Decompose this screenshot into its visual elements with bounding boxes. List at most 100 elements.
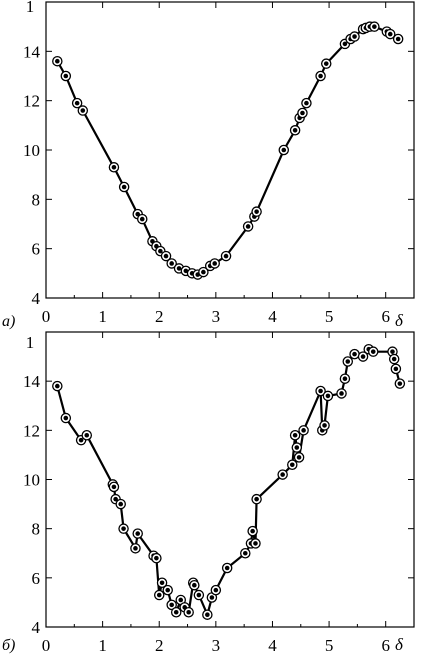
data-point — [166, 258, 177, 269]
data-point — [369, 21, 380, 32]
data-point — [52, 55, 63, 67]
x-tick-label: 3 — [212, 307, 221, 326]
data-point — [250, 538, 261, 549]
data-point — [367, 346, 379, 357]
data-point — [390, 363, 402, 375]
data-point — [357, 351, 369, 362]
data-point — [202, 609, 213, 620]
data-point — [301, 97, 312, 109]
data-point — [151, 552, 162, 564]
data-point — [108, 481, 120, 493]
series-line — [56, 25, 399, 276]
data-point — [291, 442, 303, 453]
data-point — [71, 97, 83, 109]
data-point — [115, 498, 126, 510]
x-tick-label: 4 — [268, 307, 277, 326]
data-point — [162, 584, 173, 596]
y-axis-label: 1 — [26, 0, 35, 16]
data-point — [221, 562, 233, 574]
plot-frame — [45, 331, 415, 628]
data-point — [209, 258, 220, 269]
y-tick-label: 14 — [23, 42, 41, 61]
data-point — [339, 373, 351, 384]
x-tick-label: 4 — [268, 636, 277, 655]
data-point — [193, 589, 205, 601]
data-point — [289, 125, 301, 136]
data-point — [108, 162, 120, 173]
x-tick-label: 3 — [212, 636, 221, 655]
y-tick-label: 4 — [32, 618, 41, 637]
data-point — [251, 493, 262, 505]
x-tick-label: 6 — [381, 307, 390, 326]
x-tick-label: 1 — [98, 636, 107, 655]
data-point — [81, 429, 93, 441]
data-point — [388, 353, 400, 365]
data-point — [287, 459, 298, 470]
data-point — [394, 378, 406, 389]
data-point — [298, 425, 309, 436]
y-tick-label: 14 — [23, 372, 41, 391]
y-tick-label: 12 — [23, 421, 40, 440]
data-point — [132, 528, 143, 539]
data-point — [60, 412, 72, 424]
y-tick-label: 8 — [32, 520, 41, 539]
data-point — [156, 577, 168, 589]
data-point — [210, 584, 222, 596]
data-point — [130, 543, 141, 554]
data-point — [384, 28, 396, 40]
panel-label: б) — [2, 637, 15, 654]
x-axis-label: δ — [395, 311, 404, 330]
panel-label: a) — [2, 313, 15, 330]
data-point — [278, 144, 290, 156]
x-tick-label: 0 — [42, 636, 51, 655]
data-point — [52, 380, 63, 392]
data-point — [322, 390, 334, 402]
data-point — [320, 58, 332, 69]
y-tick-label: 6 — [32, 240, 41, 259]
data-point — [242, 221, 254, 232]
data-point — [342, 356, 354, 367]
data-point — [293, 452, 305, 463]
x-tick-label: 0 — [42, 307, 51, 326]
data-point — [153, 589, 165, 601]
data-point — [170, 607, 182, 618]
x-tick-label: 1 — [98, 307, 107, 326]
y-tick-label: 10 — [23, 471, 40, 490]
data-point — [319, 420, 330, 431]
y-tick-label: 8 — [32, 190, 41, 209]
data-point — [277, 469, 288, 480]
data-point — [315, 70, 326, 82]
data-point — [77, 105, 89, 116]
x-axis-label: δ — [395, 635, 404, 654]
x-tick-label: 5 — [325, 636, 334, 655]
data-point — [336, 388, 347, 399]
data-point — [240, 548, 251, 559]
x-tick-label: 2 — [155, 307, 164, 326]
data-point — [251, 206, 262, 217]
x-tick-label: 5 — [325, 307, 334, 326]
x-tick-label: 6 — [381, 636, 390, 655]
data-point — [166, 599, 177, 611]
data-point — [297, 107, 308, 119]
data-point — [220, 250, 232, 262]
data-point — [315, 385, 326, 397]
y-tick-label: 6 — [32, 569, 41, 588]
data-point — [118, 523, 129, 534]
data-point — [349, 31, 360, 42]
y-tick-label: 4 — [32, 289, 41, 308]
data-point — [118, 181, 130, 193]
data-point — [183, 607, 194, 618]
x-tick-label: 2 — [155, 636, 164, 655]
data-point — [189, 579, 200, 591]
data-point — [247, 525, 258, 537]
data-point — [198, 266, 209, 278]
y-tick-label: 12 — [23, 92, 40, 111]
data-point — [392, 33, 404, 45]
data-point — [289, 429, 301, 441]
data-point — [136, 213, 148, 225]
data-point — [349, 348, 360, 360]
y-axis-label: 1 — [26, 333, 35, 352]
